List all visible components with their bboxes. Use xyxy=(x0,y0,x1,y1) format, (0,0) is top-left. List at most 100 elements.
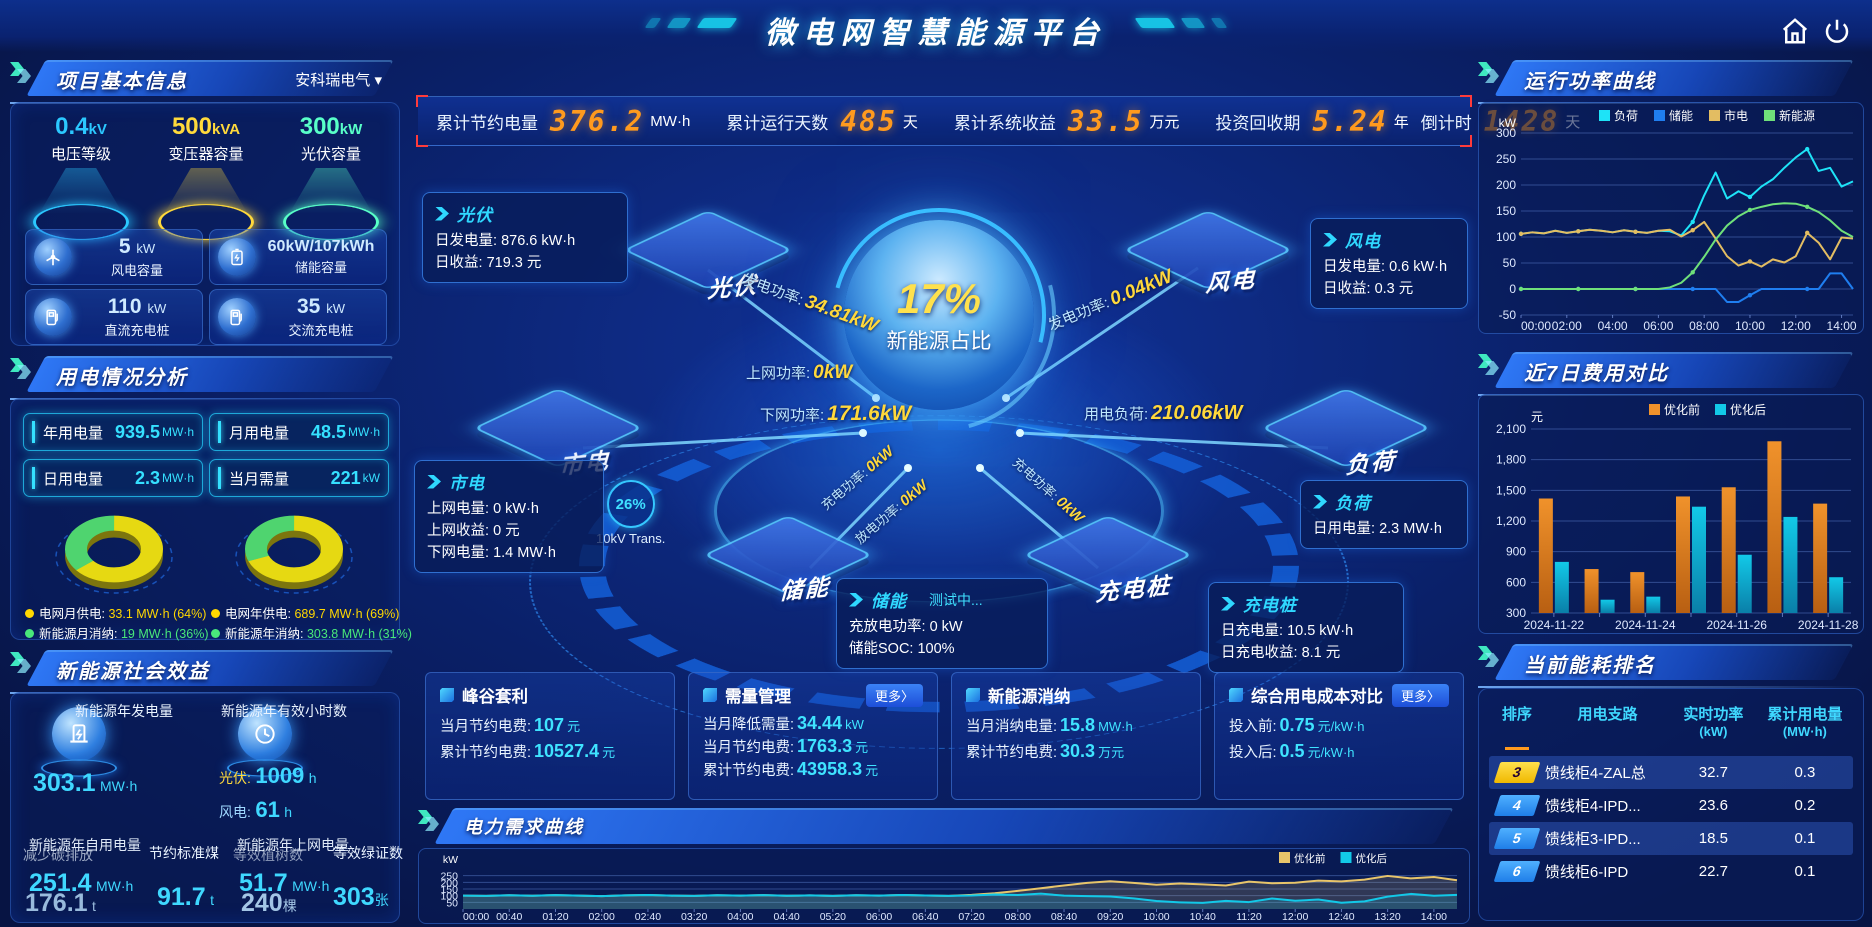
svg-text:12:40: 12:40 xyxy=(1328,911,1354,923)
svg-text:市电: 市电 xyxy=(1724,108,1748,123)
svg-text:600: 600 xyxy=(1506,575,1526,589)
metric-month-usage: 月用电量 48.5 MW·h xyxy=(209,413,389,451)
company-select[interactable]: 安科瑞电气 ▾ xyxy=(295,72,382,89)
svg-text:200: 200 xyxy=(440,877,458,889)
svg-text:08:00: 08:00 xyxy=(1005,911,1031,923)
cert-label: 等效绿证数 xyxy=(333,845,403,861)
panel-corner-icon xyxy=(418,810,442,834)
table-row[interactable]: 6 馈线柜6-IPD 22.7 0.1 xyxy=(1489,855,1853,888)
trees-value: 240棵 xyxy=(241,889,297,917)
card-ac-charger: 35 kW 交流充电桩 xyxy=(209,289,387,345)
wind-hours: 风电: 61 h xyxy=(219,797,293,822)
svg-text:00:00: 00:00 xyxy=(463,911,489,923)
col-energy: 累计用电量 (MW·h) xyxy=(1767,706,1843,739)
demand-chart: 50 100 150 200 250 kW 00:00 00:40 01:20 02:00 02:4… xyxy=(418,848,1470,924)
pv-hours: 光伏: 1009 h xyxy=(219,763,317,788)
hours-label: 新能源年有效小时数 xyxy=(221,703,347,719)
svg-text:14:00: 14:00 xyxy=(1827,319,1857,333)
wind-node-label: 风电 xyxy=(1205,265,1257,297)
svg-text:06:00: 06:00 xyxy=(1643,319,1673,333)
page-title: 微电网智慧能源平台 xyxy=(765,17,1107,50)
kpi-value: 485 xyxy=(840,104,897,138)
svg-text:04:00: 04:00 xyxy=(1598,319,1628,333)
ranking-indicator xyxy=(1505,747,1529,750)
svg-text:09:20: 09:20 xyxy=(1097,911,1123,923)
svg-text:08:40: 08:40 xyxy=(1051,911,1077,923)
col-power: 实时功率 (kW) xyxy=(1683,706,1744,739)
kpi-run-days: 累计运行天数 485 天 xyxy=(708,105,936,138)
panel-corner-icon xyxy=(1478,62,1502,86)
header-decor-right xyxy=(1092,18,1352,34)
panel-header-benefit: 新能源社会效益 xyxy=(10,650,400,694)
power-icon[interactable] xyxy=(1822,16,1852,46)
svg-text:10:00: 10:00 xyxy=(1735,319,1765,333)
panel-corner-icon xyxy=(10,652,34,676)
spotlight-voltage: 0.4kV 电压等级 xyxy=(21,113,141,270)
trees-label: 等效植树数 xyxy=(233,847,303,863)
panel-corner-icon xyxy=(1478,646,1502,670)
kpi-label: 累计节约电量 xyxy=(436,113,538,133)
svg-text:1,500: 1,500 xyxy=(1496,483,1526,497)
load-node-label: 负荷 xyxy=(1345,447,1397,479)
svg-text:2024-11-26: 2024-11-26 xyxy=(1706,618,1767,632)
svg-text:100: 100 xyxy=(1496,230,1516,244)
panel-title: 新能源社会效益 xyxy=(56,661,210,683)
app-header: 微电网智慧能源平台 xyxy=(0,0,1872,52)
flow-load-power: 用电负荷: 210.06kW xyxy=(1084,402,1243,424)
rank-badge: 5 xyxy=(1493,828,1541,849)
card-icon xyxy=(440,688,454,702)
self-use-value: 251.4 MW·h xyxy=(29,869,134,897)
self-use-label: 新能源年自用电量 xyxy=(29,837,141,853)
card-peak-valley-arbitrage: 峰谷套利 当月节约电费: 107 元 累计节约电费: 10527.4 元 xyxy=(425,672,675,800)
rank-badge: 3 xyxy=(1493,762,1541,783)
table-row[interactable]: 3 馈线柜4-ZAL总 32.7 0.3 xyxy=(1489,756,1853,789)
card-wind-capacity: 5 kW 风电容量 xyxy=(25,229,203,285)
generation-icon xyxy=(37,707,121,783)
panel-header-ranking: 当前能耗排名 xyxy=(1478,644,1864,688)
renewable-share-value: 17% xyxy=(896,275,982,322)
chevron-icon xyxy=(427,474,441,489)
svg-text:300: 300 xyxy=(1506,606,1526,620)
card-icon xyxy=(703,688,717,702)
svg-text:200: 200 xyxy=(1496,178,1516,192)
svg-text:100: 100 xyxy=(440,891,458,903)
feed-in-value: 51.7 MW·h xyxy=(239,869,330,897)
more-button[interactable]: 更多〉 xyxy=(1391,683,1449,707)
svg-text:02:40: 02:40 xyxy=(635,911,661,923)
svg-text:50: 50 xyxy=(1503,256,1517,270)
load-info-card: 负荷 日用电量: 2.3 MW·h xyxy=(1300,480,1468,549)
coal-label: 节约标准煤 xyxy=(149,845,219,861)
svg-text:1,200: 1,200 xyxy=(1496,514,1526,528)
panel-benefit: 新能源年发电量 303.1 MW·h 新能源年有效小时数 光伏: 1009 h … xyxy=(10,692,403,923)
panel-title: 用电情况分析 xyxy=(56,367,188,389)
home-icon[interactable] xyxy=(1780,16,1810,46)
chevron-icon xyxy=(1221,596,1235,611)
kpi-value: 33.5 xyxy=(1067,104,1144,138)
card-demand-management: 需量管理 更多〉 当月降低需量: 34.44 kW 当月节约电费: 1763.3 元 累… xyxy=(688,672,938,800)
kpi-label: 累计系统收益 xyxy=(953,113,1056,133)
kpi-label: 累计运行天数 xyxy=(726,113,829,133)
kpi-label: 投资回收期 xyxy=(1215,113,1301,133)
spotlight-transformer: 500kVA 变压器容量 xyxy=(146,113,266,270)
kpi-unit: 年 xyxy=(1393,113,1409,131)
panel-title: 电力需求曲线 xyxy=(464,817,584,837)
card-cost-comparison: 综合用电成本对比 更多〉 投入前: 0.75 元/kW·h 投入后: 0.5 元/kW·… xyxy=(1214,672,1464,800)
gen-value: 303.1 MW·h xyxy=(33,769,138,797)
svg-text:50: 50 xyxy=(446,897,458,909)
donut-month-supply xyxy=(39,501,189,601)
wind-turbine-icon xyxy=(34,238,72,276)
donut-year-supply xyxy=(219,501,369,601)
metric-year-usage: 年用电量 939.5 MW·h xyxy=(23,413,203,451)
svg-text:0: 0 xyxy=(1509,282,1516,296)
table-row[interactable]: 5 馈线柜3-IPD... 18.5 0.1 xyxy=(1489,822,1853,855)
rank-badge: 6 xyxy=(1493,861,1541,882)
table-row[interactable]: 4 馈线柜4-IPD... 23.6 0.2 xyxy=(1489,789,1853,822)
kpi-unit: 万元 xyxy=(1149,113,1180,131)
storage-node-label: 储能 xyxy=(779,573,831,605)
svg-text:150: 150 xyxy=(440,884,458,896)
rank-badge: 4 xyxy=(1493,795,1541,816)
svg-text:2024-11-28: 2024-11-28 xyxy=(1798,618,1859,632)
more-button[interactable]: 更多〉 xyxy=(865,683,923,707)
transformer-badge: 26% 10kV Trans. xyxy=(596,480,665,546)
